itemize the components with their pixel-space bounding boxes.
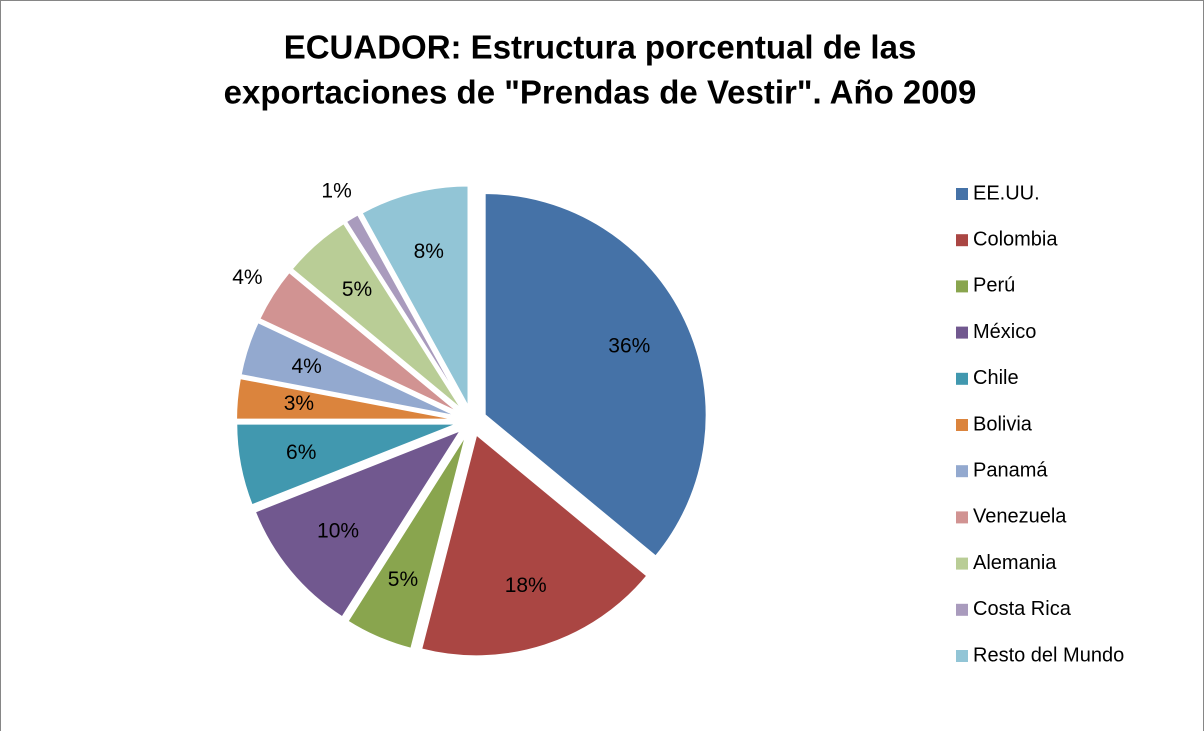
legend-label: Chile <box>973 367 1019 389</box>
legend-swatch <box>956 234 968 247</box>
pie-slice <box>419 432 649 658</box>
data-label: 18% <box>505 574 547 597</box>
pie-slice <box>344 213 466 410</box>
pie-slice <box>290 221 464 412</box>
legend-label: Colombia <box>973 228 1058 250</box>
data-label: 4% <box>291 355 321 378</box>
chart-title: exportaciones de "Prendas de Vestir". Añ… <box>224 74 977 111</box>
pie-slice <box>360 184 470 408</box>
pie-slice <box>257 270 461 415</box>
pie-slice <box>235 422 459 507</box>
legend-swatch <box>956 557 968 570</box>
data-label: 36% <box>608 335 650 358</box>
data-label: 1% <box>321 180 351 203</box>
pie-slice <box>239 320 460 418</box>
legend-swatch <box>956 465 968 478</box>
legend-label: Venezuela <box>973 506 1067 528</box>
legend-label: Perú <box>973 275 1015 297</box>
legend-swatch <box>956 372 968 385</box>
legend-label: Panamá <box>973 459 1048 481</box>
legend-swatch <box>956 603 968 616</box>
legend-label: EE.UU. <box>973 182 1040 204</box>
legend-label: Resto del Mundo <box>973 644 1124 666</box>
legend-swatch <box>956 650 968 662</box>
data-label: 3% <box>284 392 314 415</box>
legend-label: México <box>973 321 1036 343</box>
data-label: 10% <box>317 519 359 542</box>
data-label: 8% <box>414 240 444 263</box>
legend-swatch <box>956 419 968 431</box>
pie-slice <box>235 376 459 421</box>
pie-slice <box>253 427 464 619</box>
legend-swatch <box>956 326 968 339</box>
legend-label: Alemania <box>973 552 1057 574</box>
data-label: 6% <box>286 441 316 464</box>
legend-swatch <box>956 511 968 524</box>
data-label: 4% <box>232 266 262 289</box>
pie-slice <box>346 433 468 651</box>
legend-label: Bolivia <box>973 413 1033 435</box>
pie-slice <box>483 192 708 558</box>
legend-swatch <box>956 188 968 200</box>
data-label: 5% <box>342 278 372 301</box>
legend-swatch <box>956 280 968 293</box>
data-label: 5% <box>388 568 418 591</box>
chart-title: ECUADOR: Estructura porcentual de las <box>284 29 917 66</box>
legend-label: Costa Rica <box>973 598 1072 620</box>
